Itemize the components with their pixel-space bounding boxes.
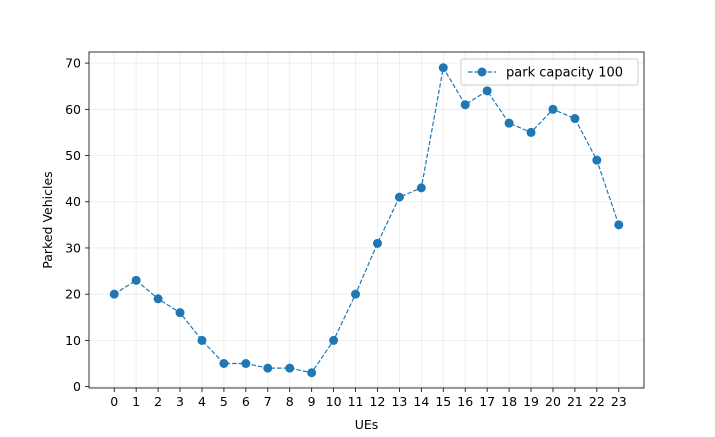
x-tick-label: 4 [198,394,206,409]
x-tick-label: 21 [567,394,583,409]
y-tick-label: 30 [65,240,81,255]
series-line [113,66,620,374]
data-point [307,368,317,378]
x-tick-label: 12 [370,394,386,409]
series-layer [109,63,624,378]
legend-box [460,58,639,86]
data-point [109,289,119,299]
data-point [548,104,558,114]
x-tick-label: 1 [132,394,140,409]
y-tick-label: 0 [73,379,81,394]
x-tick-label: 20 [545,394,561,409]
x-tick-label: 15 [435,394,451,409]
legend-marker [477,67,487,77]
y-tick-label: 50 [65,148,81,163]
data-point [570,114,580,124]
y-tick-label: 60 [65,102,81,117]
x-tick-label: 22 [589,394,605,409]
y-tick-label: 20 [65,287,81,302]
data-point [416,183,426,193]
data-point [153,294,163,304]
data-point [592,155,602,165]
x-tick-label: 13 [391,394,407,409]
data-point [131,275,141,285]
data-point [285,363,295,373]
y-tick-label: 40 [65,194,81,209]
data-point [614,220,624,230]
x-tick-label: 19 [523,394,539,409]
x-tick-label: 16 [457,394,473,409]
x-tick-label: 10 [326,394,342,409]
y-tick-label: 70 [65,56,81,71]
x-tick-label: 0 [110,394,118,409]
data-point [351,289,361,299]
data-point [526,127,536,137]
x-tick-label: 8 [286,394,294,409]
data-point [504,118,514,128]
x-tick-label: 17 [479,394,495,409]
x-axis-ticks: 0 1 2 3 4 5 6 7 8 9 10 11 12 13 14 15 16 17 18 19 20 21 22 23 [110,388,627,409]
data-point [372,238,382,248]
y-tick-label: 10 [65,333,81,348]
data-point [175,308,185,318]
legend-entry-label: park capacity 100 [506,66,623,81]
x-tick-label: 3 [176,394,184,409]
x-tick-label: 2 [154,394,162,409]
x-axis-label: UEs [355,417,379,432]
legend: park capacity 100 [460,58,639,86]
x-tick-label: 6 [242,394,250,409]
data-point [482,86,492,96]
x-tick-label: 11 [348,394,364,409]
x-tick-label: 9 [308,394,316,409]
data-point [394,192,404,202]
data-point [329,335,339,345]
x-tick-label: 5 [220,394,228,409]
data-point [263,363,273,373]
plot-frame [88,51,645,389]
data-point [219,359,229,369]
y-axis-label: Parked Vehicles [40,171,55,268]
x-tick-label: 23 [611,394,627,409]
grid [89,52,644,388]
data-point [460,100,470,110]
x-tick-label: 7 [264,394,272,409]
x-tick-label: 14 [413,394,429,409]
data-point [241,359,251,369]
x-tick-label: 18 [501,394,517,409]
y-axis-ticks: 0 10 20 30 40 50 60 70 [65,56,89,394]
data-point [438,63,448,73]
data-point [197,335,207,345]
